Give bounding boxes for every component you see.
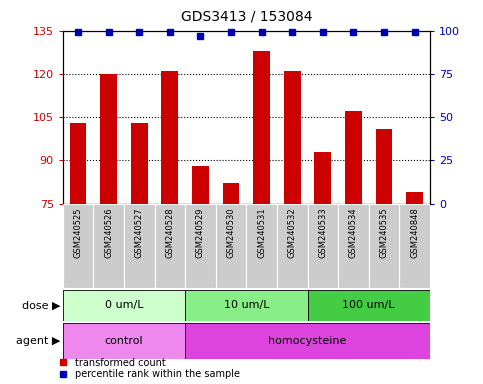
Text: dose ▶: dose ▶ <box>22 300 60 310</box>
Text: 10 um/L: 10 um/L <box>224 300 269 310</box>
Bar <box>338 204 369 288</box>
Text: GSM240529: GSM240529 <box>196 208 205 258</box>
Text: agent ▶: agent ▶ <box>16 336 60 346</box>
Text: GSM240526: GSM240526 <box>104 208 113 258</box>
Bar <box>308 204 338 288</box>
Text: GSM240848: GSM240848 <box>410 208 419 258</box>
Bar <box>308 290 430 321</box>
Text: GSM240532: GSM240532 <box>288 208 297 258</box>
Bar <box>406 192 423 204</box>
Text: 100 um/L: 100 um/L <box>342 300 395 310</box>
Text: 0 um/L: 0 um/L <box>105 300 143 310</box>
Bar <box>246 204 277 288</box>
Bar <box>63 323 185 359</box>
Bar <box>284 71 300 204</box>
Bar <box>131 123 148 204</box>
Bar <box>376 129 392 204</box>
Bar <box>253 51 270 204</box>
Bar <box>124 204 155 288</box>
Bar <box>277 204 308 288</box>
Text: GSM240527: GSM240527 <box>135 208 144 258</box>
Bar <box>216 204 246 288</box>
Text: GSM240531: GSM240531 <box>257 208 266 258</box>
Legend: transformed count, percentile rank within the sample: transformed count, percentile rank withi… <box>58 358 241 379</box>
Bar <box>155 204 185 288</box>
Bar <box>185 323 430 359</box>
Text: GSM240528: GSM240528 <box>165 208 174 258</box>
Text: GSM240534: GSM240534 <box>349 208 358 258</box>
Text: GSM240533: GSM240533 <box>318 208 327 258</box>
Bar <box>345 111 362 204</box>
Bar <box>192 166 209 204</box>
Bar <box>223 184 240 204</box>
Text: homocysteine: homocysteine <box>269 336 347 346</box>
Text: GSM240535: GSM240535 <box>380 208 388 258</box>
Bar <box>399 204 430 288</box>
Text: GSM240530: GSM240530 <box>227 208 236 258</box>
Bar <box>185 290 308 321</box>
Bar <box>161 71 178 204</box>
Text: GSM240525: GSM240525 <box>73 208 83 258</box>
Bar <box>63 204 93 288</box>
Bar <box>185 204 216 288</box>
Bar <box>70 123 86 204</box>
Bar <box>369 204 399 288</box>
Text: control: control <box>105 336 143 346</box>
Bar <box>314 152 331 204</box>
Text: GDS3413 / 153084: GDS3413 / 153084 <box>181 10 312 23</box>
Bar <box>100 74 117 204</box>
Bar <box>93 204 124 288</box>
Bar <box>63 290 185 321</box>
